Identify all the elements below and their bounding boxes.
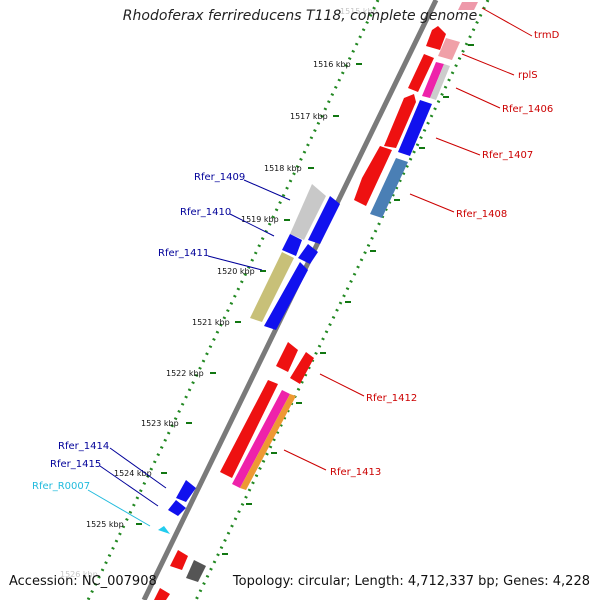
gene-rfer1407-red[interactable] [384, 94, 416, 148]
ruler-tick-label: 1526 kbp [60, 570, 98, 579]
gene-rfer1408-steelblue[interactable] [370, 158, 408, 218]
gene-red-bottom[interactable] [154, 588, 170, 600]
gene-rfer1412-left[interactable] [276, 342, 298, 372]
gene-rfer1410-blue-left[interactable] [282, 234, 302, 256]
gene-label-rfer-1406[interactable]: Rfer_1406 [502, 104, 553, 115]
gene-label-rfer-1407[interactable]: Rfer_1407 [482, 150, 533, 161]
leader-rfer1410 [229, 213, 275, 237]
gene-label-rfer-1409[interactable]: Rfer_1409 [194, 172, 245, 183]
leader-rfer1408 [409, 193, 455, 213]
gene-label-trmD[interactable]: trmD [534, 30, 560, 41]
leader-trmD [481, 7, 533, 37]
leader-rfer1409 [243, 179, 291, 201]
gene-rfer1406-magenta[interactable] [422, 62, 444, 98]
ruler-tick-label: 1523 kbp [141, 419, 179, 428]
leader-rplS [461, 53, 515, 76]
ruler-tick-label: 1525 kbp [86, 520, 124, 529]
accession-text: Accession: NC_007908 [9, 574, 157, 589]
ruler-tick-label: 1522 kbp [166, 369, 204, 378]
gene-rfer1412-right[interactable] [290, 352, 314, 384]
ruler: 1515 kbp 1516 kbp 1517 kbp 1518 kbp 1519… [60, 7, 378, 579]
leader-rfer1414 [109, 447, 167, 489]
forward-strand-genes [154, 2, 478, 600]
ruler-tick-label: 1518 kbp [264, 164, 302, 173]
gene-label-rfer-1410[interactable]: Rfer_1410 [180, 207, 231, 218]
leader-rfer-r0007 [87, 489, 151, 527]
gene-label-rfer-1414[interactable]: Rfer_1414 [58, 441, 109, 452]
gene-label-rfer-r0007[interactable]: Rfer_R0007 [32, 481, 90, 492]
ruler-tick-label: 1520 kbp [217, 267, 255, 276]
ruler-tick-label: 1516 kbp [313, 60, 351, 69]
leader-rfer1407 [435, 137, 481, 156]
reverse-strand-genes [158, 184, 340, 534]
gene-label-rplS[interactable]: rplS [518, 70, 538, 81]
leader-rfer1406 [455, 87, 501, 109]
gene-labels: trmD rplS Rfer_1406 Rfer_1407 Rfer_1408 … [32, 30, 560, 492]
gene-rfer1407-blue[interactable] [398, 100, 432, 156]
ruler-tick-label: 1517 kbp [290, 112, 328, 121]
gene-trmD-block[interactable] [458, 2, 478, 10]
outer-ticks [222, 44, 474, 555]
gene-rfer1409-gray[interactable] [290, 184, 326, 240]
leader-rfer1412 [319, 373, 365, 397]
gene-rfer-r0007-cyan[interactable] [158, 526, 170, 534]
gene-rfer1409-blue[interactable] [308, 196, 340, 244]
gene-rfer1411-olive[interactable] [250, 252, 294, 322]
ruler-tick-label: 1521 kbp [192, 318, 230, 327]
genome-summary-text: Topology: circular; Length: 4,712,337 bp… [232, 574, 590, 589]
label-leaders [87, 7, 533, 527]
gene-label-rfer-1415[interactable]: Rfer_1415 [50, 459, 101, 470]
gene-red-lower[interactable] [170, 550, 188, 570]
gene-rfer1415-blue[interactable] [168, 500, 186, 516]
gene-label-rfer-1413[interactable]: Rfer_1413 [330, 467, 381, 478]
leader-rfer1413 [283, 449, 327, 471]
gene-rfer1411-blue[interactable] [264, 262, 308, 330]
gene-rfer1413-magenta[interactable] [232, 390, 290, 488]
gene-rfer1406-red[interactable] [408, 54, 434, 92]
outer-guide-line [194, 0, 490, 600]
ruler-tick-label: 1519 kbp [241, 215, 279, 224]
ruler-tick-label: 1524 kbp [114, 469, 152, 478]
genome-title: Rhodoferax ferrireducens T118, complete … [122, 8, 478, 24]
gene-rfer1413-red[interactable] [220, 380, 278, 478]
leader-rfer1415 [99, 465, 159, 507]
gene-red-top[interactable] [426, 26, 446, 50]
gene-rfer1406-gray[interactable] [430, 64, 450, 100]
gene-label-rfer-1412[interactable]: Rfer_1412 [366, 393, 417, 404]
inner-guide-line [86, 0, 380, 600]
ruler-tick-label: 1515 kbp [340, 7, 378, 16]
gene-rfer1414-blue[interactable] [176, 480, 196, 502]
gene-rfer1408-red[interactable] [354, 146, 392, 206]
gene-rplS-block[interactable] [438, 38, 460, 60]
gene-rfer1413-orange[interactable] [240, 394, 296, 490]
gene-label-rfer-1408[interactable]: Rfer_1408 [456, 209, 507, 220]
gene-label-rfer-1411[interactable]: Rfer_1411 [158, 248, 209, 259]
leader-rfer1411 [207, 255, 263, 271]
gene-rfer1410-blue-right[interactable] [298, 244, 318, 264]
gene-darkgray-lower[interactable] [186, 560, 206, 582]
